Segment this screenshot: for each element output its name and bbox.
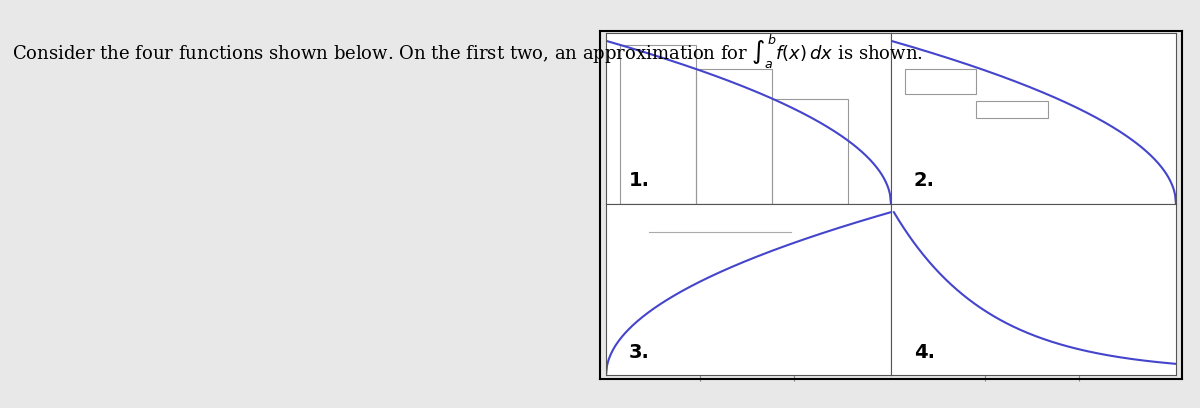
Bar (977, 101, 1048, 118)
Text: 3.: 3. (629, 343, 649, 361)
Bar (696, 69, 773, 204)
Text: 1.: 1. (629, 171, 650, 190)
Text: Consider the four functions shown below. On the first two, an approximation for : Consider the four functions shown below.… (12, 33, 923, 71)
Text: 4.: 4. (914, 343, 935, 361)
Bar (905, 69, 977, 94)
Bar (773, 99, 848, 204)
Text: 2.: 2. (914, 171, 935, 190)
Bar (620, 45, 696, 204)
